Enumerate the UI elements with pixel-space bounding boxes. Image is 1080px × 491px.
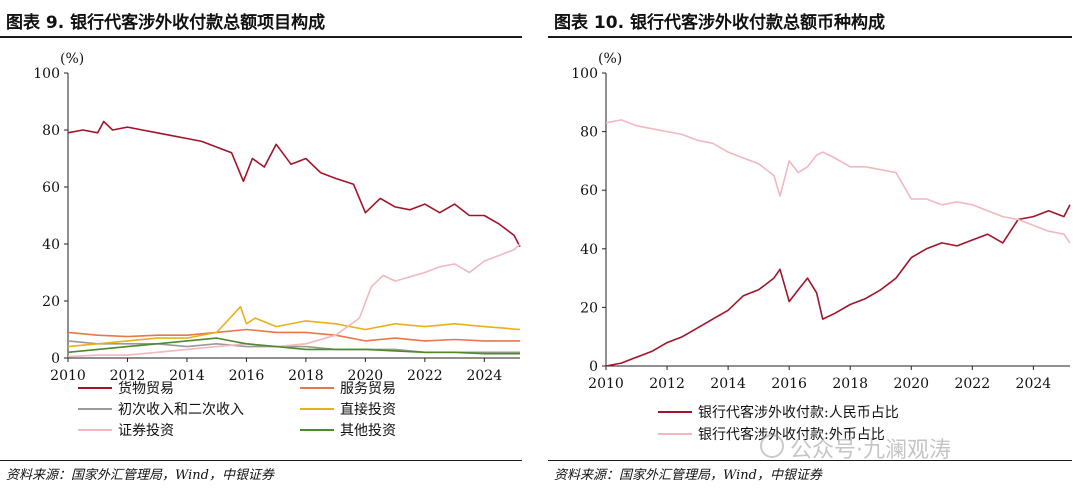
y-tick-label: 80 — [580, 125, 598, 141]
x-tick-label: 2024 — [1016, 376, 1052, 392]
source-rule-left — [0, 460, 522, 461]
chart-title-right: 图表 10. 银行代客涉外收付款总额币种构成 — [554, 13, 885, 33]
source-note-right: 资料来源：国家外汇管理局，Wind，中银证券 — [554, 468, 822, 483]
y-unit-label: (%) — [60, 51, 84, 67]
x-tick-label: 2020 — [348, 368, 384, 384]
x-tick-label: 2016 — [771, 376, 807, 392]
title-rule-left — [0, 36, 522, 38]
y-tick-label: 100 — [33, 66, 60, 82]
series-line — [605, 204, 1071, 367]
x-tick-label: 2018 — [832, 376, 868, 392]
x-tick-label: 2022 — [407, 368, 443, 384]
x-tick-label: 2010 — [588, 376, 624, 392]
x-tick-label: 2014 — [169, 368, 205, 384]
series-line — [605, 119, 1071, 244]
series-line — [67, 305, 521, 348]
chart-right: (%) 0 20 40 60 80 100 2010 2012 2014 2016 2018 2020 2… — [571, 51, 1071, 443]
y-tick-label: 0 — [589, 359, 598, 375]
y-tick-label: 60 — [42, 180, 60, 196]
x-tick-label: 2020 — [893, 376, 929, 392]
wechat-icon — [760, 434, 784, 458]
x-tick-label: 2012 — [110, 368, 146, 384]
source-rule-right — [548, 460, 1072, 461]
legend-label: 货物贸易 — [118, 380, 174, 397]
legend-label: 初次收入和二次收入 — [118, 401, 244, 418]
legend-label: 直接投资 — [340, 401, 396, 418]
y-tick-label: 60 — [580, 183, 598, 199]
y-tick-label: 20 — [42, 294, 60, 310]
watermark: 公众号·九澜观涛 — [790, 438, 951, 463]
y-tick-label: 20 — [580, 300, 598, 316]
legend-label: 银行代客涉外收付款:外币占比 — [698, 426, 885, 443]
y-tick-label: 80 — [42, 123, 60, 139]
legend-label: 其他投资 — [340, 423, 396, 439]
legend-label: 证券投资 — [118, 423, 174, 439]
chart-left: (%) 0 20 40 60 80 100 2010 2012 2014 2016 2018 2020 2… — [33, 51, 521, 439]
source-note-left: 资料来源：国家外汇管理局，Wind，中银证券 — [6, 468, 274, 483]
x-tick-label: 2014 — [710, 376, 746, 392]
x-tick-label: 2012 — [649, 376, 685, 392]
y-tick-label: 100 — [571, 66, 598, 82]
x-tick-label: 2010 — [50, 368, 86, 384]
legend-label: 银行代客涉外收付款:人民币占比 — [698, 404, 899, 421]
title-rule-right — [548, 36, 1072, 38]
legend-label: 服务贸易 — [340, 381, 396, 397]
x-tick-label: 2022 — [954, 376, 990, 392]
series-line — [67, 337, 520, 355]
series-line — [67, 243, 521, 358]
series-line — [67, 120, 521, 248]
y-tick-label: 40 — [580, 242, 598, 258]
chart-title-left: 图表 9. 银行代客涉外收付款总额项目构成 — [6, 13, 326, 33]
x-tick-label: 2024 — [466, 368, 502, 384]
y-unit-label: (%) — [598, 51, 622, 67]
x-tick-label: 2018 — [288, 368, 324, 384]
y-tick-label: 0 — [51, 351, 60, 367]
x-tick-label: 2016 — [229, 368, 265, 384]
y-tick-label: 40 — [42, 237, 60, 253]
series-line — [67, 328, 520, 342]
chart-panel-left: 图表 9. 银行代客涉外收付款总额项目构成 (%) 0 20 40 60 80 100 201… — [0, 0, 530, 491]
chart-panel-right: 图表 10. 银行代客涉外收付款总额币种构成 (%) 0 20 40 60 80 100 20… — [548, 0, 1080, 491]
